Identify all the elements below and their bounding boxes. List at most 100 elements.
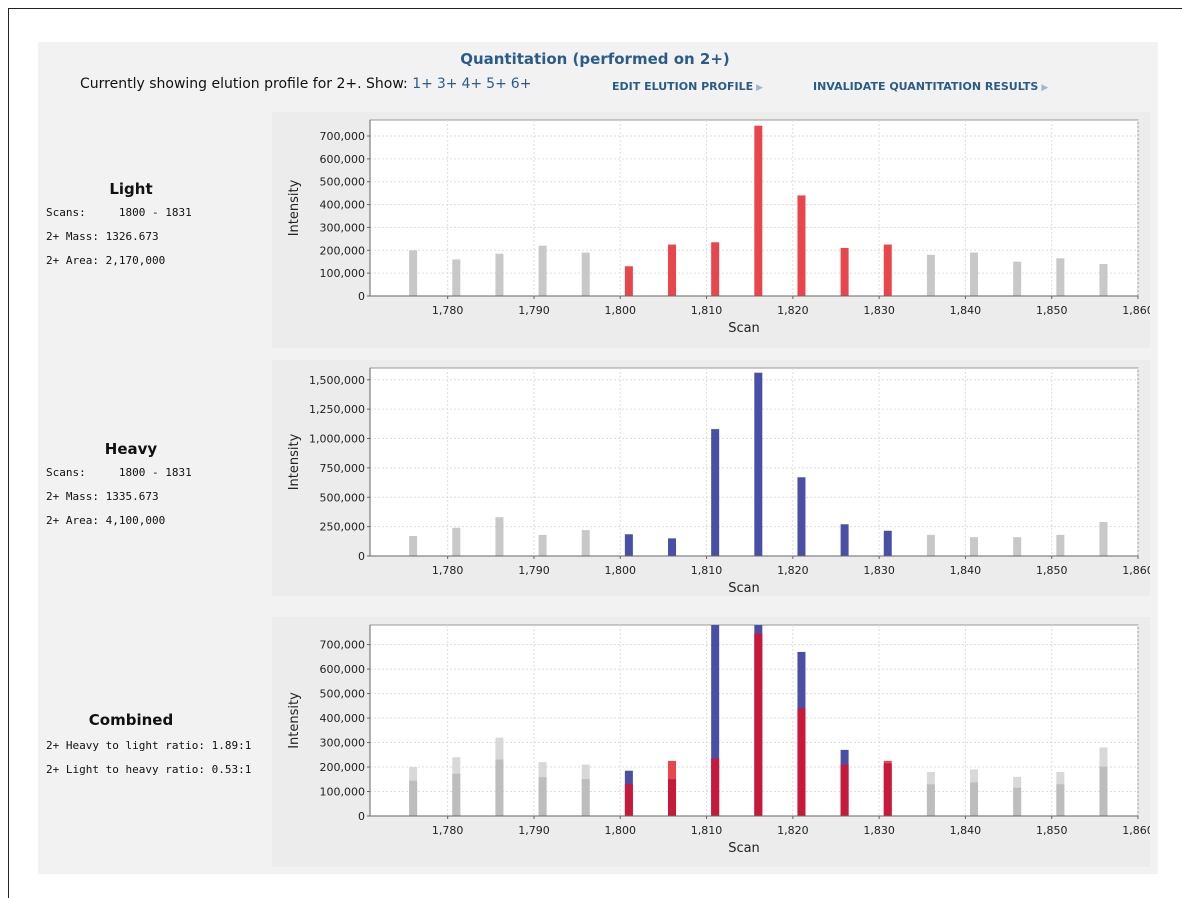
y-tick-label: 1,250,000 — [309, 403, 365, 416]
y-tick-label: 0 — [358, 550, 365, 563]
heavy-chart-panel: 0 250,000 500,000 750,000 1,000,000 1,250,000… — [272, 360, 1154, 596]
bar-outside — [538, 534, 547, 556]
x-tick-label: 1,800 — [604, 564, 636, 577]
bar-combined-overlap — [711, 758, 720, 816]
x-tick-label: 1,860 — [1122, 564, 1150, 577]
bar-outside — [1056, 534, 1065, 556]
play-arrow-icon: ▶ — [756, 83, 764, 93]
x-axis-label: Scan — [728, 321, 760, 336]
bar-outside-range-overlap — [970, 782, 979, 816]
bar-outside-range-overlap — [581, 778, 590, 816]
bar-outside-range-overlap — [409, 780, 418, 816]
x-tick-label: 1,840 — [950, 564, 982, 577]
x-axis-label: Scan — [728, 841, 760, 856]
x-tick-label: 1,830 — [863, 824, 895, 837]
x-tick-label: 1,820 — [777, 304, 809, 317]
x-tick-label: 1,860 — [1122, 304, 1150, 317]
bar-outside — [538, 245, 547, 296]
bar-outside-range-overlap — [452, 773, 461, 816]
edit-elution-profile-label: EDIT ELUTION PROFILE — [612, 80, 754, 93]
x-tick-label: 1,820 — [777, 824, 809, 837]
bar-outside — [495, 253, 504, 296]
y-axis-label: Intensity — [287, 179, 302, 236]
invalidate-results-link[interactable]: INVALIDATE QUANTITATION RESULTS ▶ — [813, 80, 1048, 93]
x-axis-label: Scan — [728, 581, 760, 596]
bar-outside — [1099, 264, 1108, 296]
bar-heavy — [711, 429, 720, 556]
bar-outside — [409, 250, 418, 296]
bar-light — [797, 195, 806, 296]
x-tick-label: 1,800 — [604, 304, 636, 317]
heavy-mass-label: 2+ Mass: — [46, 490, 99, 503]
bar-light — [883, 244, 892, 296]
bar-outside — [581, 530, 590, 556]
bar-outside — [970, 537, 979, 556]
bar-outside — [1013, 261, 1022, 296]
bar-combined-overlap — [883, 763, 892, 816]
y-tick-label: 500,000 — [320, 176, 366, 189]
light-elution-chart: 0 100,000 200,000 300,000 400,000 500,000 600,… — [287, 119, 1154, 336]
frame-border-left — [8, 8, 9, 898]
light-mass-label: 2+ Mass: — [46, 230, 99, 243]
charge-link-6[interactable]: 6+ — [510, 76, 532, 92]
bar-heavy — [668, 538, 677, 556]
bar-heavy — [754, 372, 763, 556]
bar-light — [668, 244, 677, 296]
charge-link-5[interactable]: 5+ — [486, 76, 507, 92]
x-tick-label: 1,780 — [432, 824, 464, 837]
bar-outside — [581, 252, 590, 296]
x-tick-label: 1,830 — [863, 304, 895, 317]
light-area-label: 2+ Area: — [46, 254, 99, 267]
bar-outside — [409, 536, 418, 556]
bar-light — [711, 242, 720, 296]
elution-profile-line: Currently showing elution profile for 2+… — [80, 76, 535, 92]
y-axis-label: Intensity — [287, 433, 302, 490]
bar-outside — [452, 527, 461, 556]
charge-link-4[interactable]: 4+ — [461, 76, 483, 92]
y-tick-label: 300,000 — [320, 737, 366, 750]
x-tick-label: 1,780 — [432, 564, 464, 577]
charge-link-1[interactable]: 1+ — [412, 76, 433, 92]
y-tick-label: 200,000 — [320, 761, 366, 774]
y-tick-label: 600,000 — [320, 153, 366, 166]
y-tick-label: 700,000 — [320, 130, 366, 143]
x-tick-label: 1,790 — [518, 824, 550, 837]
combined-info: Combined 2+ Heavy to light ratio: 1.89:1… — [46, 711, 251, 776]
y-tick-label: 500,000 — [320, 688, 366, 701]
bar-outside-range-overlap — [538, 777, 547, 816]
y-tick-label: 0 — [358, 810, 365, 823]
combined-heading: Combined — [88, 711, 174, 729]
combined-chart-panel: 0 100,000 200,000 300,000 400,000 500,000 600,… — [272, 617, 1154, 867]
y-tick-label: 200,000 — [320, 244, 366, 257]
light-scans-value: 1800 - 1831 — [118, 206, 192, 219]
bar-outside — [926, 534, 935, 556]
x-tick-label: 1,780 — [432, 304, 464, 317]
bar-outside — [1099, 521, 1108, 556]
light-to-heavy-label: 2+ Light to heavy ratio: — [46, 763, 205, 776]
frame-border-top — [8, 8, 1182, 9]
heavy-to-light-label: 2+ Heavy to light ratio: — [46, 739, 205, 752]
x-tick-label: 1,810 — [691, 824, 723, 837]
elution-profile-text: Currently showing elution profile for 2+… — [80, 76, 408, 92]
bar-heavy — [624, 534, 633, 556]
heavy-to-light-value: 1.89:1 — [211, 739, 252, 752]
heavy-heading: Heavy — [104, 440, 158, 458]
bar-light — [624, 266, 633, 296]
bar-heavy — [840, 524, 849, 556]
y-tick-label: 300,000 — [320, 221, 366, 234]
light-heading: Light — [109, 180, 153, 198]
y-tick-label: 400,000 — [320, 712, 366, 725]
bar-heavy — [883, 530, 892, 556]
bar-outside-range-overlap — [1013, 787, 1022, 816]
bar-light — [754, 125, 763, 296]
y-tick-label: 1,500,000 — [309, 374, 365, 387]
y-tick-label: 100,000 — [320, 786, 366, 799]
x-tick-label: 1,840 — [950, 304, 982, 317]
charge-link-3[interactable]: 3+ — [436, 76, 458, 92]
bar-outside-range-overlap — [495, 759, 504, 816]
bar-outside — [495, 517, 504, 556]
edit-elution-profile-link[interactable]: EDIT ELUTION PROFILE ▶ — [612, 80, 763, 93]
y-tick-label: 250,000 — [320, 521, 366, 534]
light-area-value: 2,170,000 — [105, 254, 166, 267]
combined-elution-chart: 0 100,000 200,000 300,000 400,000 500,000 600,… — [287, 624, 1154, 856]
